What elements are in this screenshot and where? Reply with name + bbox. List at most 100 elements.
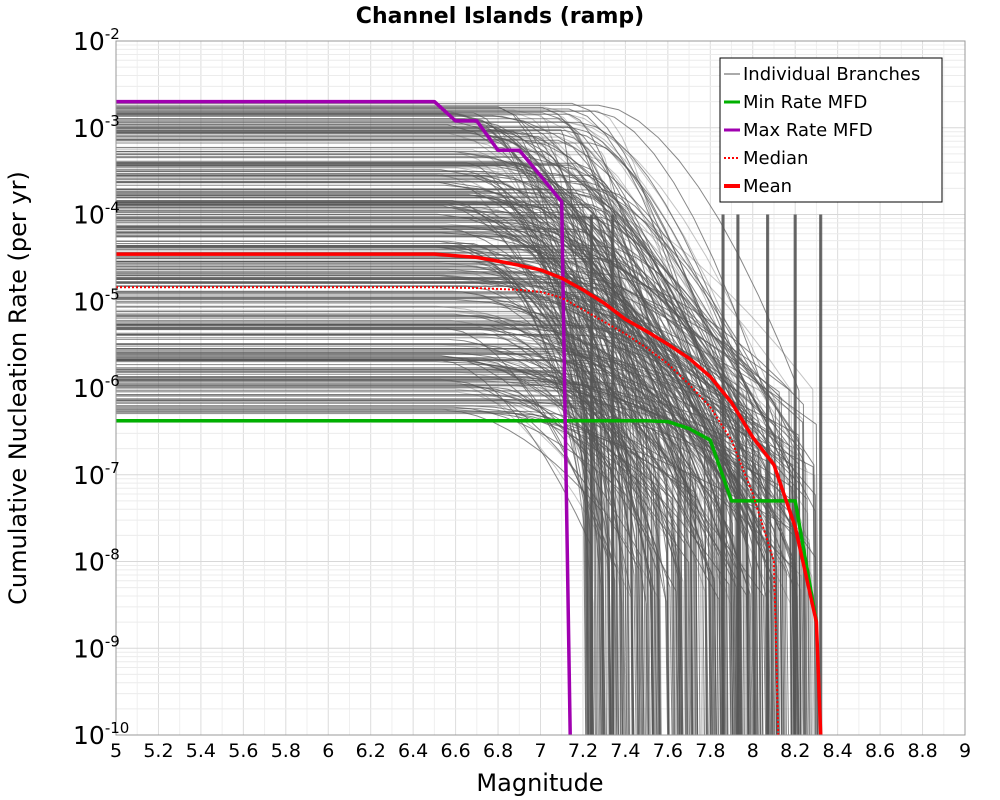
branch-line xyxy=(116,225,779,736)
branch-line xyxy=(116,359,594,736)
branch-line xyxy=(116,163,787,736)
branch-line xyxy=(116,157,593,736)
branch-line xyxy=(116,184,778,736)
x-tick-label: 6 xyxy=(322,740,334,762)
x-tick-label: 7.6 xyxy=(653,740,683,762)
branch-line xyxy=(116,388,684,736)
y-tick-label: 10-8 xyxy=(73,546,120,577)
y-tick-label: 10-5 xyxy=(73,285,120,316)
branch-line xyxy=(116,163,816,736)
branch-line xyxy=(116,208,734,736)
branch-line xyxy=(116,104,802,736)
branch-line xyxy=(116,153,630,736)
branch-line xyxy=(116,123,656,736)
branch-line xyxy=(116,155,643,736)
branch-line xyxy=(116,175,739,736)
y-tick-label: 10-7 xyxy=(73,459,120,490)
branch-line xyxy=(116,252,792,736)
branch-line xyxy=(116,163,733,736)
y-tick-label: 10-6 xyxy=(73,372,120,403)
legend: Individual Branches Min Rate MFD Max Rate … xyxy=(719,57,943,203)
branch-line xyxy=(116,410,799,736)
branch-line xyxy=(116,376,605,736)
branch-line xyxy=(116,379,642,736)
branch-line xyxy=(116,178,661,736)
branch-line xyxy=(116,109,762,736)
branch-line xyxy=(116,400,620,736)
branch-line xyxy=(116,271,806,736)
branch-line xyxy=(116,128,603,736)
series-max-rate-mfd xyxy=(116,99,572,736)
branch-line xyxy=(116,153,631,736)
x-tick-label: 6.8 xyxy=(483,740,513,762)
branch-line xyxy=(116,401,615,736)
branch-line xyxy=(116,111,814,736)
branch-line xyxy=(116,269,745,736)
branch-line xyxy=(116,174,778,736)
x-tick-label: 5.8 xyxy=(271,740,301,762)
branch-line xyxy=(116,121,801,736)
branch-line xyxy=(116,406,628,736)
branch-line xyxy=(116,169,750,736)
branch-line xyxy=(116,359,736,736)
x-tick-label: 8.4 xyxy=(823,740,853,762)
branch-line xyxy=(116,359,651,736)
legend-label: Individual Branches xyxy=(743,64,920,85)
x-tick-label: 8.6 xyxy=(865,740,895,762)
x-tick-label: 7 xyxy=(534,740,546,762)
branch-line xyxy=(116,139,611,736)
branch-line xyxy=(116,151,802,736)
branch-line xyxy=(116,378,635,736)
plot-frame xyxy=(115,40,966,736)
branch-line xyxy=(116,216,646,736)
y-tick-label: 10-10 xyxy=(73,719,129,750)
branch-line xyxy=(116,175,625,736)
branch-line xyxy=(116,360,655,736)
x-tick-label: 8.2 xyxy=(780,740,810,762)
legend-label: Max Rate MFD xyxy=(743,120,873,141)
branch-line xyxy=(116,203,817,736)
branch-line xyxy=(116,231,714,736)
branch-line xyxy=(116,409,606,736)
branch-line xyxy=(116,384,648,736)
branch-line xyxy=(116,359,616,736)
branch-line xyxy=(116,200,619,736)
branch-line xyxy=(116,191,587,736)
x-tick-label: 6.6 xyxy=(440,740,470,762)
x-tick-label: 5.6 xyxy=(228,740,258,762)
branch-line xyxy=(116,291,635,736)
branch-line xyxy=(116,118,735,736)
branch-line xyxy=(116,281,753,736)
legend-label: Mean xyxy=(743,176,792,197)
branch-line xyxy=(116,285,734,736)
branch-line xyxy=(116,291,679,736)
y-tick-label: 10-4 xyxy=(73,199,120,230)
legend-box xyxy=(719,57,943,203)
branch-line xyxy=(116,194,658,736)
branch-line xyxy=(116,149,628,736)
x-tick-label: 7.8 xyxy=(695,740,725,762)
branch-line xyxy=(116,156,800,736)
branch-line xyxy=(116,278,660,736)
branch-line xyxy=(116,376,624,736)
x-tick-label: 5.4 xyxy=(186,740,216,762)
branch-line xyxy=(116,265,641,736)
x-tick-label: 6.4 xyxy=(398,740,428,762)
branch-line xyxy=(116,373,591,736)
branch-line xyxy=(116,353,708,736)
branch-line xyxy=(116,181,770,736)
branch-line xyxy=(116,174,713,736)
branch-line xyxy=(116,236,653,736)
branch-line xyxy=(116,277,624,736)
x-tick-label: 9 xyxy=(959,740,971,762)
x-tick-label: 8.8 xyxy=(907,740,937,762)
chart-title: Channel Islands (ramp) xyxy=(356,4,644,29)
x-tick-label: 6.2 xyxy=(356,740,386,762)
x-ticks: 5 5.2 5.4 5.6 5.8 6 6.2 6.4 6.6 6.8 7 7.2 7.4 7.6 7.8 8… xyxy=(110,740,971,762)
branch-line xyxy=(116,368,696,736)
branch-line xyxy=(116,379,816,736)
branch-line xyxy=(116,127,732,736)
branch-line xyxy=(116,370,612,736)
